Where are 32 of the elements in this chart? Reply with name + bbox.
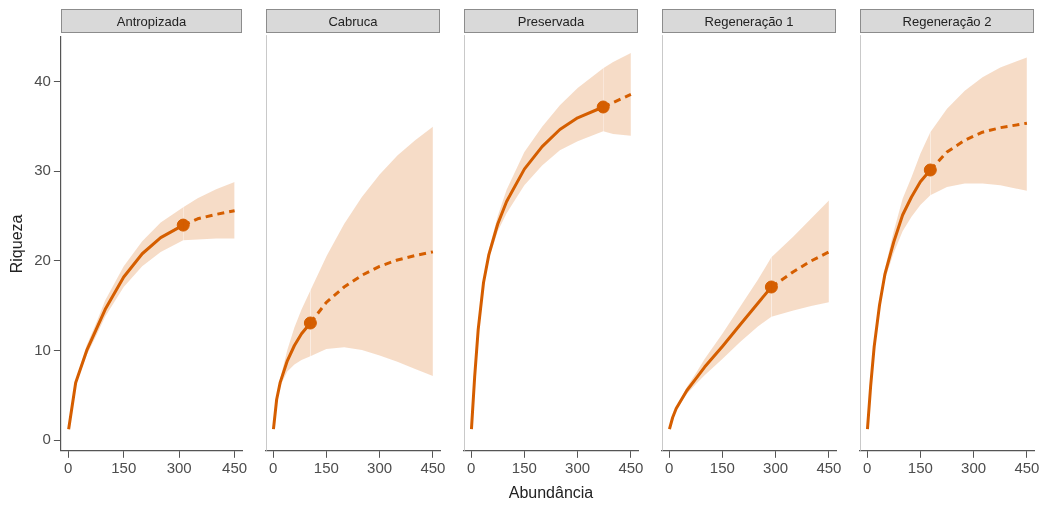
x-tick-label: 450: [420, 458, 446, 476]
x-tick-label: 150: [907, 458, 933, 476]
y-axis-title: Riqueza: [8, 214, 26, 274]
chart-title: Regeneração 2: [860, 9, 1034, 33]
y-tick-label: 30: [34, 161, 51, 179]
x-tick-label: 450: [1014, 458, 1040, 476]
x-tick-label: 0: [664, 458, 674, 476]
y-tick-label: 10: [34, 340, 51, 358]
x-tick-label: 0: [862, 458, 872, 476]
x-tick-label: 150: [511, 458, 537, 476]
x-tick-label: 450: [222, 458, 248, 476]
x-tick-label: 0: [268, 458, 278, 476]
y-tick-label: 0: [42, 430, 51, 448]
chart-title: Cabruca: [266, 9, 440, 33]
x-tick-label: 150: [709, 458, 735, 476]
x-tick-label: 450: [816, 458, 842, 476]
x-tick-label: 300: [166, 458, 192, 476]
y-tick-label: 40: [34, 71, 51, 89]
x-tick-label: 300: [367, 458, 393, 476]
chart-title: Antropizada: [60, 9, 242, 33]
x-tick-label: 450: [618, 458, 644, 476]
x-tick-label: 150: [111, 458, 137, 476]
x-tick-label: 300: [961, 458, 987, 476]
chart-title: Preservada: [464, 9, 638, 33]
x-tick-label: 0: [64, 458, 73, 476]
x-tick-label: 150: [313, 458, 339, 476]
y-tick-label: 20: [34, 251, 51, 269]
x-axis-title: Abundância: [508, 483, 594, 501]
x-tick-label: 300: [565, 458, 591, 476]
chart-title: Regeneração 1: [662, 9, 836, 33]
x-tick-label: 300: [763, 458, 789, 476]
x-tick-label: 0: [466, 458, 476, 476]
